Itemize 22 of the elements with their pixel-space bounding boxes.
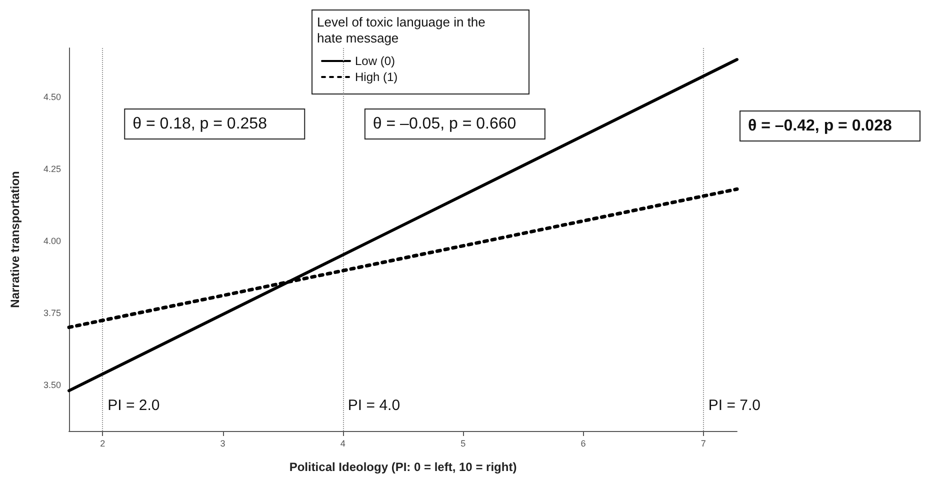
- ref-line-label: PI = 7.0: [708, 397, 760, 414]
- ref-line-label: PI = 4.0: [348, 397, 400, 414]
- x-tick-label: 5: [460, 438, 466, 448]
- x-tick-label: 7: [700, 438, 706, 448]
- x-tick-label: 6: [580, 438, 586, 448]
- x-tick-label: 3: [220, 438, 226, 448]
- y-axis-title: Narrative transportation: [8, 171, 22, 308]
- y-tick-label: 3.75: [43, 308, 61, 318]
- annotation: θ = –0.05, p = 0.660: [372, 116, 516, 132]
- text: θ = –0.42, p = 0.028: [748, 118, 892, 134]
- y-tick-label: 3.50: [43, 380, 61, 390]
- ref-line-label: PI = 2.0: [108, 397, 160, 414]
- x-tick-label: 2: [100, 438, 106, 448]
- x-tick-label: 4: [340, 438, 346, 448]
- y-tick-label: 4.50: [43, 92, 61, 102]
- y-tick-label: 4.25: [43, 164, 61, 174]
- annotation: θ = 0.18, p = 0.258: [132, 116, 268, 132]
- legend-label: Low (0): [355, 54, 396, 68]
- x-axis-title: Political Ideology (PI: 0 = left, 10 = right): [289, 460, 517, 474]
- legend-title: Level of toxic language in the hate message: [317, 14, 490, 46]
- y-tick-label: 4.00: [43, 236, 61, 246]
- legend-label: High (1): [355, 70, 398, 84]
